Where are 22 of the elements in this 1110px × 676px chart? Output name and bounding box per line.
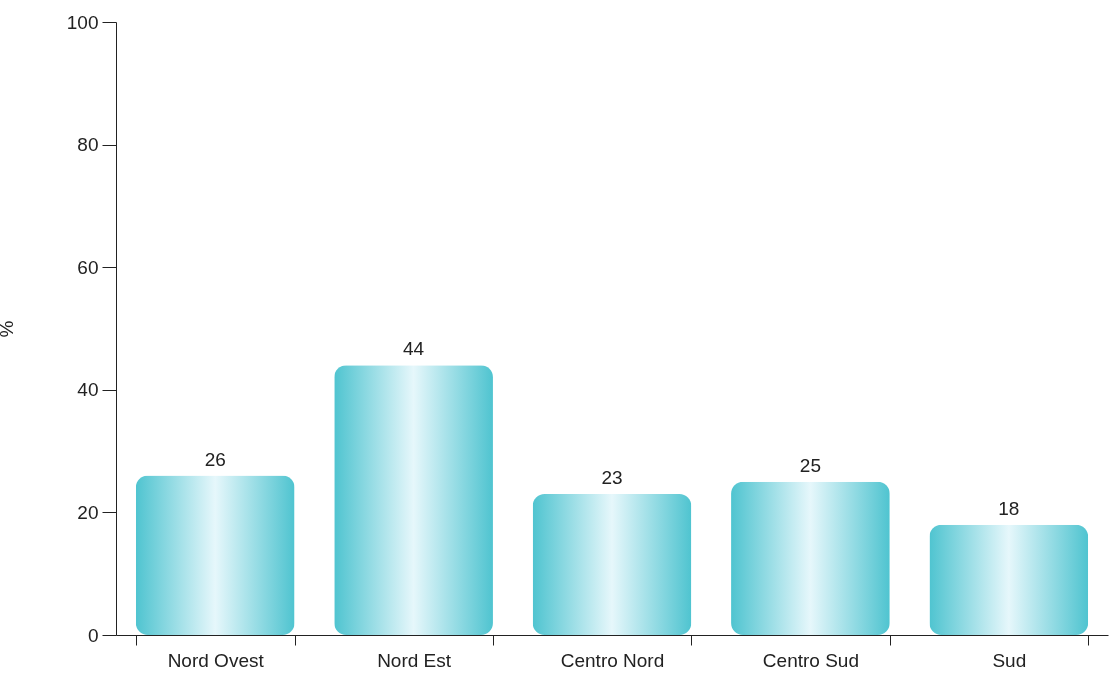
bar — [929, 524, 1089, 635]
data-label: 23 — [601, 467, 623, 489]
y-tick-label: 40 — [77, 379, 99, 401]
y-tick-label: 60 — [77, 256, 99, 278]
bar — [532, 494, 692, 635]
bar — [334, 365, 493, 635]
y-tick-label: 80 — [77, 134, 99, 156]
data-label: 25 — [799, 454, 821, 476]
y-tick-label: 0 — [87, 624, 99, 646]
y-tick-label: 20 — [77, 501, 99, 523]
bar — [135, 475, 295, 635]
x-tick-label: Sud — [992, 649, 1027, 671]
x-tick-label: Nord Est — [377, 649, 452, 671]
data-label: 44 — [403, 338, 425, 360]
y-axis-title: % — [0, 320, 17, 338]
data-label: 18 — [998, 497, 1020, 519]
x-tick-label: Centro Nord — [560, 649, 665, 671]
data-label: 26 — [204, 448, 226, 470]
x-tick-label: Nord Ovest — [167, 649, 265, 671]
x-tick-label: Centro Sud — [762, 649, 859, 671]
bar — [731, 481, 890, 635]
y-tick-label: 100 — [66, 11, 99, 33]
